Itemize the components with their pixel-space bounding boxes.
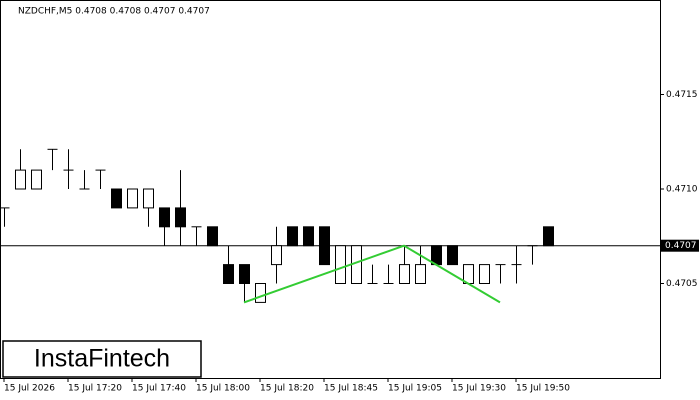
candle-body	[319, 226, 330, 266]
price-label-box	[661, 239, 699, 252]
candle-body	[447, 245, 458, 266]
candle-body	[415, 264, 426, 285]
y-tick-label: 0.4705	[666, 279, 698, 289]
x-tick-label: 15 Jul 18:00	[196, 384, 250, 394]
pattern-line	[243, 244, 501, 304]
candle-body	[175, 207, 186, 228]
x-tick-label: 15 Jul 19:30	[452, 384, 506, 394]
x-tick-label: 15 Jul 18:20	[260, 384, 314, 394]
candle-body	[239, 264, 250, 285]
logo-box	[2, 340, 202, 378]
x-tick-label: 15 Jul 2026	[4, 384, 55, 394]
x-tick-label: 15 Jul 17:20	[68, 384, 122, 394]
x-tick-label: 15 Jul 18:45	[324, 384, 378, 394]
candle-body	[543, 226, 554, 247]
candle-body	[111, 188, 122, 209]
candle-body	[31, 169, 42, 190]
candle-body	[159, 207, 170, 228]
x-tick-label: 15 Jul 17:40	[132, 384, 186, 394]
candle-body	[335, 245, 346, 284]
candle-body	[303, 226, 314, 247]
candle-body	[15, 169, 26, 190]
candle-body	[271, 245, 282, 266]
x-tick-label: 15 Jul 19:50	[516, 384, 570, 394]
candle-body	[127, 188, 138, 209]
price-label: 0.4707	[665, 241, 697, 251]
y-tick-label: 0.4715	[666, 90, 698, 100]
plot-frame	[0, 0, 661, 379]
chart-title: NZDCHF,M5 0.4708 0.4708 0.4707 0.4707	[18, 7, 210, 17]
plot	[0, 148, 660, 304]
logo: InstaFintech	[34, 345, 170, 373]
candle-body	[399, 264, 410, 285]
candle-body	[287, 226, 298, 247]
y-tick-label: 0.4710	[666, 185, 698, 195]
candle-body	[479, 264, 490, 285]
candle-body	[255, 283, 266, 303]
candle-body	[223, 264, 234, 285]
candle-body	[143, 188, 154, 209]
candle-body	[207, 226, 218, 247]
x-tick-label: 15 Jul 19:05	[388, 384, 442, 394]
